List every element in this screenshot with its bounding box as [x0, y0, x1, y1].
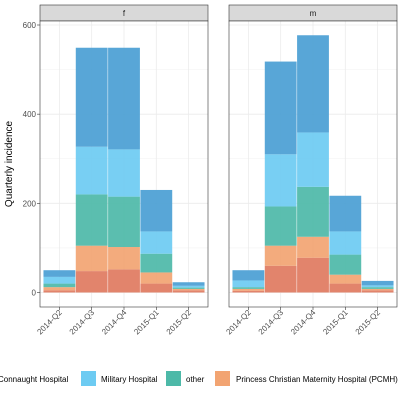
- y-tick-label: 0: [32, 289, 37, 298]
- legend-label: Military Hospital: [101, 375, 158, 384]
- legend-label: Connaught Hospital: [0, 375, 68, 384]
- y-axis-title: Quarterly incidence: [4, 120, 15, 207]
- bar-segment: [76, 271, 108, 292]
- x-tick-label: 2014-Q2: [224, 308, 253, 337]
- bar-segment: [362, 287, 394, 289]
- bar-segment: [173, 288, 205, 289]
- bar-segment: [297, 187, 329, 237]
- bar-segment: [43, 287, 75, 290]
- bar-segment: [173, 286, 205, 288]
- bar-segment: [140, 190, 172, 231]
- legend-label: other: [186, 375, 205, 384]
- bar-segment: [76, 194, 108, 245]
- bar-segment: [265, 266, 297, 293]
- bar-segment: [76, 246, 108, 271]
- bar-segment: [362, 289, 394, 290]
- bar-segment: [43, 284, 75, 288]
- bar-segment: [265, 206, 297, 245]
- legend-key: [215, 371, 230, 386]
- bar-segment: [265, 246, 297, 266]
- bar-segment: [232, 291, 264, 293]
- y-tick-label: 600: [23, 21, 37, 30]
- legend-entry: Connaught Hospital: [0, 375, 68, 384]
- bar-segment: [173, 289, 205, 290]
- bar-segment: [232, 270, 264, 280]
- bar-segment: [329, 196, 361, 232]
- bar-segment: [362, 290, 394, 292]
- bar-segment: [297, 35, 329, 132]
- bar-segment: [329, 231, 361, 254]
- bar-segment: [108, 197, 140, 247]
- bar-segment: [173, 290, 205, 292]
- x-tick-label: 2014-Q3: [68, 308, 97, 337]
- x-tick-label: 2015-Q1: [321, 308, 350, 337]
- x-tick-label: 2014-Q4: [289, 308, 318, 337]
- bar-segment: [43, 270, 75, 277]
- bar-segment: [43, 277, 75, 284]
- bar-segment: [108, 247, 140, 269]
- x-tick-label: 2014-Q4: [100, 308, 129, 337]
- legend-key: [81, 371, 96, 386]
- bar-segment: [140, 284, 172, 293]
- bar-segment: [108, 149, 140, 196]
- x-tick-label: 2014-Q2: [35, 308, 64, 337]
- bar-segment: [140, 272, 172, 283]
- x-tick-label: 2014-Q3: [257, 308, 286, 337]
- x-tick-label: 2015-Q2: [165, 308, 194, 337]
- bar-segment: [76, 147, 108, 195]
- x-tick-label: 2015-Q1: [132, 308, 161, 337]
- bar-segment: [329, 284, 361, 293]
- bar-segment: [108, 48, 140, 150]
- bar-segment: [232, 280, 264, 287]
- facet-panel-m: m 2014-Q2 2014-Q3 2014-Q4 2015-Q1 2015-Q2: [224, 5, 397, 336]
- legend-label: Princess Christian Maternity Hospital (P…: [236, 375, 398, 384]
- bar-segment: [232, 287, 264, 289]
- bar-segment: [140, 254, 172, 273]
- legend-key: [166, 371, 181, 386]
- bar-segment: [362, 285, 394, 287]
- bar-segment: [43, 290, 75, 292]
- legend-entry: other: [166, 371, 205, 386]
- bar-segment: [76, 48, 108, 147]
- bar-segment: [297, 132, 329, 186]
- bar-segment: [108, 269, 140, 292]
- y-tick-label: 200: [23, 199, 37, 208]
- bar-segment: [265, 62, 297, 155]
- bar-segment: [329, 255, 361, 275]
- legend-entry: Princess Christian Maternity Hospital (P…: [215, 371, 398, 386]
- bar-segment: [140, 231, 172, 253]
- legend: Connaught Hospital Military Hospital other…: [0, 371, 398, 386]
- x-tick-label: 2015-Q2: [354, 308, 383, 337]
- bar-segment: [232, 289, 264, 291]
- bar-segment: [173, 282, 205, 286]
- bar-segment: [297, 258, 329, 293]
- legend-entry: Military Hospital: [81, 371, 158, 386]
- y-tick-label: 400: [23, 110, 37, 119]
- bar-segment: [329, 275, 361, 284]
- facet-strip-label: m: [310, 9, 317, 18]
- bar-segment: [362, 281, 394, 285]
- bar-segment: [265, 154, 297, 206]
- bar-segment: [297, 237, 329, 258]
